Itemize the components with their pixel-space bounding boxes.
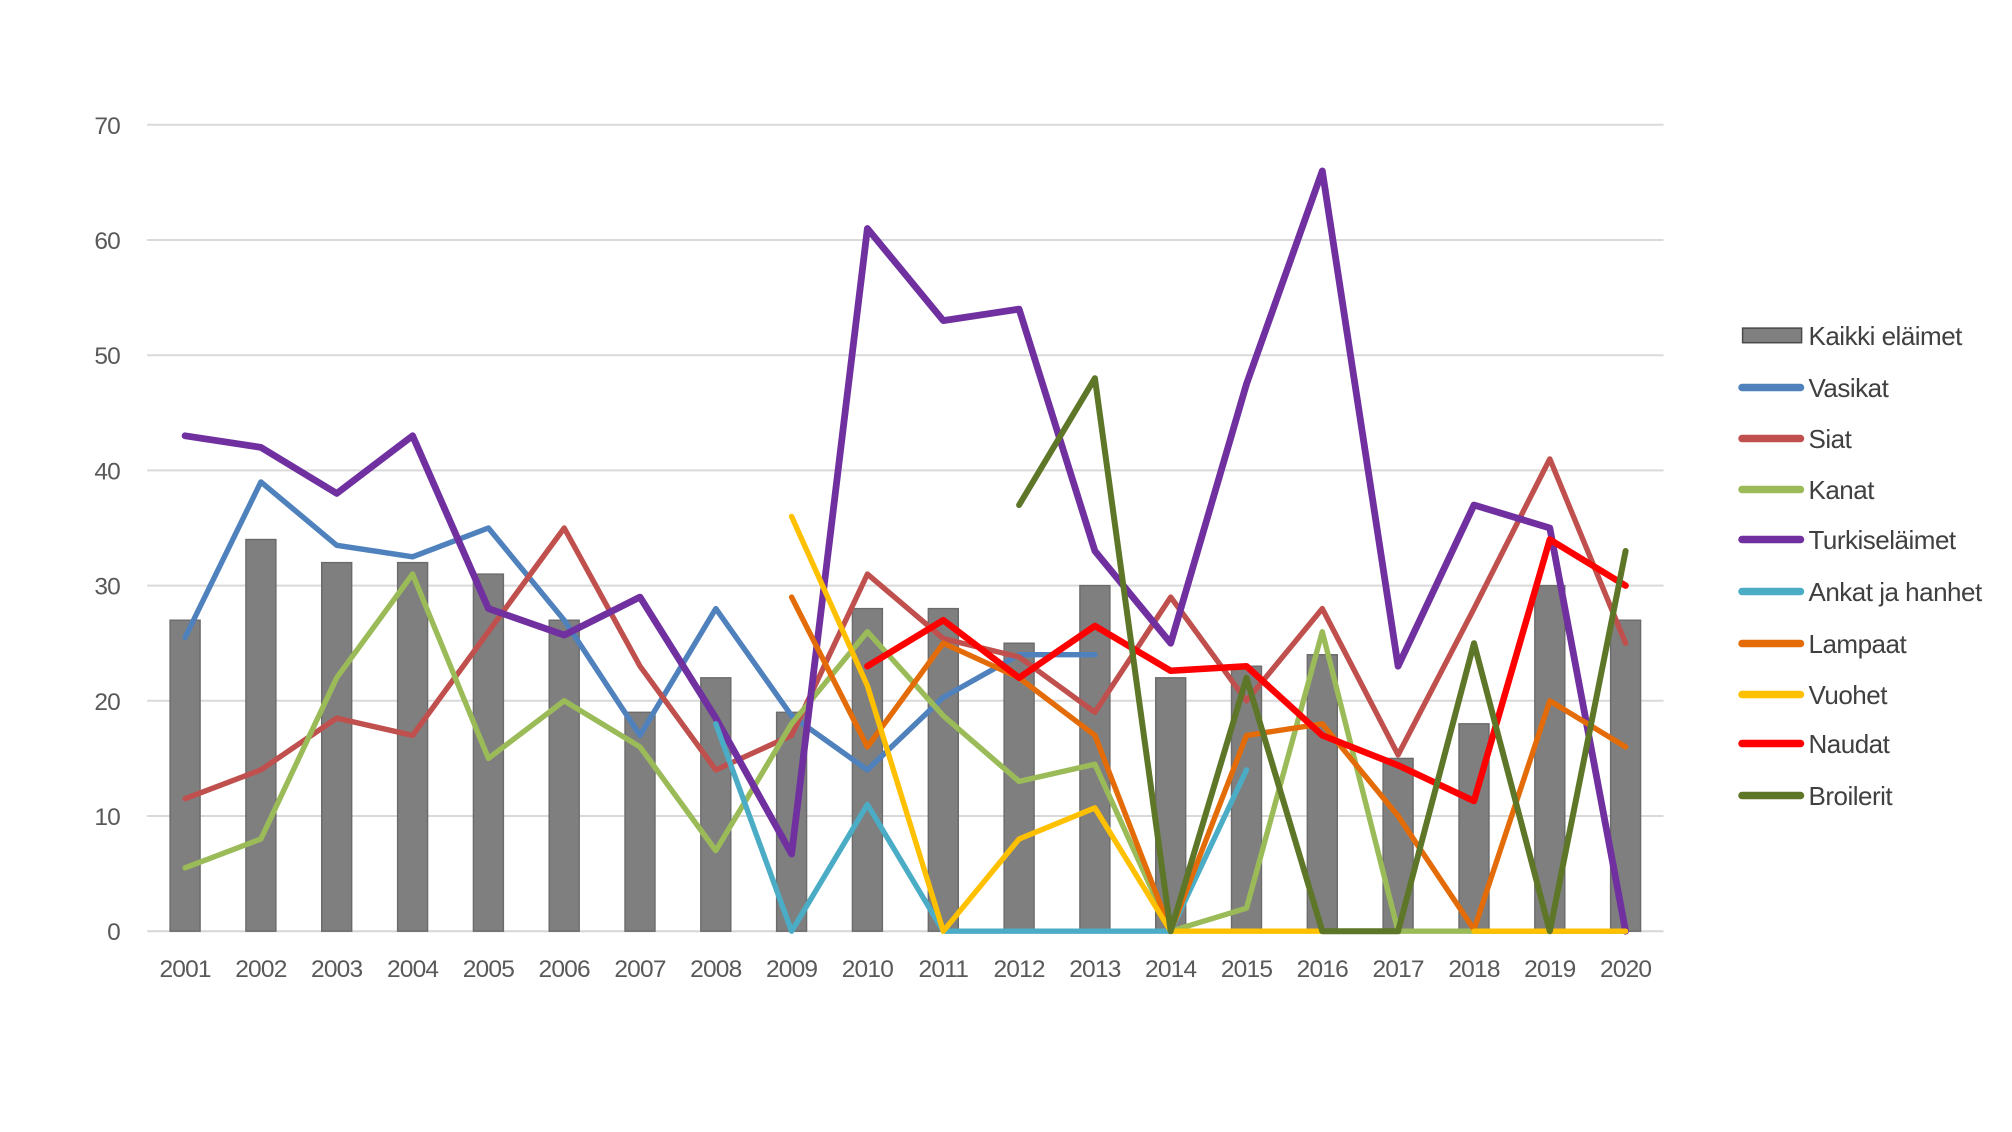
svg-text:2002: 2002 <box>235 956 286 983</box>
svg-text:2003: 2003 <box>311 956 362 983</box>
svg-text:40: 40 <box>94 458 120 485</box>
svg-text:2018: 2018 <box>1448 956 1499 983</box>
svg-text:10: 10 <box>94 804 120 831</box>
svg-text:2020: 2020 <box>1600 956 1651 983</box>
svg-text:50: 50 <box>94 343 120 370</box>
svg-text:Vasikat: Vasikat <box>1809 373 1890 403</box>
svg-text:2001: 2001 <box>159 956 210 983</box>
svg-text:Naudat: Naudat <box>1809 729 1891 759</box>
svg-text:Siat: Siat <box>1809 424 1853 454</box>
svg-text:60: 60 <box>94 228 120 255</box>
svg-text:Vuohet: Vuohet <box>1809 680 1889 710</box>
svg-text:2012: 2012 <box>993 956 1044 983</box>
svg-text:Lampaat: Lampaat <box>1809 629 1908 659</box>
svg-text:2005: 2005 <box>463 956 514 983</box>
svg-text:Kaikki eläimet: Kaikki eläimet <box>1809 321 1964 351</box>
svg-text:2011: 2011 <box>919 956 969 983</box>
svg-text:2013: 2013 <box>1069 956 1120 983</box>
svg-text:2007: 2007 <box>614 956 665 983</box>
svg-text:2016: 2016 <box>1297 956 1348 983</box>
svg-text:Turkiseläimet: Turkiseläimet <box>1809 525 1957 555</box>
svg-text:Broilerit: Broilerit <box>1809 781 1894 811</box>
svg-text:2017: 2017 <box>1372 956 1423 983</box>
svg-text:2004: 2004 <box>387 956 438 983</box>
svg-text:20: 20 <box>94 689 120 716</box>
svg-text:2006: 2006 <box>539 956 590 983</box>
svg-text:2019: 2019 <box>1524 956 1575 983</box>
svg-text:2015: 2015 <box>1221 956 1272 983</box>
svg-text:2014: 2014 <box>1145 956 1196 983</box>
svg-text:2008: 2008 <box>690 956 741 983</box>
svg-text:2010: 2010 <box>842 956 893 983</box>
svg-text:70: 70 <box>94 113 120 140</box>
svg-text:Ankat ja hanhet: Ankat ja hanhet <box>1809 577 1983 607</box>
svg-text:2009: 2009 <box>766 956 817 983</box>
svg-text:0: 0 <box>107 919 120 946</box>
svg-text:30: 30 <box>94 574 120 601</box>
svg-text:Kanat: Kanat <box>1809 475 1876 505</box>
